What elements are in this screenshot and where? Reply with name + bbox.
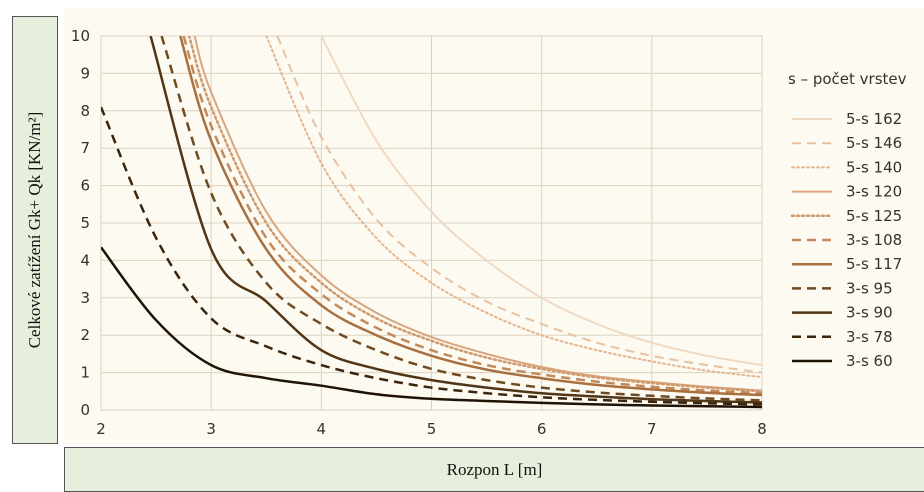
legend-label-3-s-60: 3-s 60 [846, 352, 893, 370]
y-tick-label: 7 [80, 139, 90, 157]
series-line-3-s-78 [101, 106, 762, 406]
series-line-5-s-117 [179, 36, 762, 397]
legend-title: s – počet vrstev [788, 70, 907, 88]
y-tick-label: 1 [80, 364, 90, 382]
legend-label-3-s-90: 3-s 90 [846, 304, 893, 322]
y-tick-label: 8 [80, 102, 90, 120]
y-axis-label-box: Celkové zatížení Gk+ Qk [KN/m²] [12, 16, 58, 444]
series-line-3-s-108 [182, 36, 762, 395]
legend-label-5-s-162: 5-s 162 [846, 110, 902, 128]
series-line-5-s-125 [187, 36, 762, 393]
x-axis-label: Rozpon L [m] [446, 459, 543, 479]
x-tick-label: 7 [647, 420, 657, 438]
series-line-3-s-90 [149, 36, 762, 404]
tick-labels: 2 3 4 5 6 7 8 0 1 2 3 4 5 6 7 8 9 10 [71, 27, 767, 438]
y-tick-label: 10 [71, 27, 90, 45]
y-tick-label: 5 [80, 214, 90, 232]
legend-label-5-s-146: 5-s 146 [846, 134, 902, 152]
legend-label-3-s-108: 3-s 108 [846, 231, 902, 249]
x-tick-label: 4 [317, 420, 327, 438]
x-tick-label: 6 [537, 420, 547, 438]
series-layer [101, 36, 762, 409]
y-tick-label: 6 [80, 177, 90, 195]
x-tick-label: 2 [96, 420, 106, 438]
series-line-5-s-146 [276, 36, 762, 374]
legend-label-5-s-125: 5-s 125 [846, 207, 902, 225]
line-chart: 2 3 4 5 6 7 8 0 1 2 3 4 5 6 7 8 9 10 s – počet vrstev 5-s… [64, 8, 924, 445]
x-tick-label: 3 [206, 420, 216, 438]
legend-label-5-s-140: 5-s 140 [846, 158, 902, 176]
x-tick-label: 8 [757, 420, 767, 438]
legend-label-3-s-78: 3-s 78 [846, 328, 893, 346]
y-tick-label: 4 [80, 251, 90, 269]
legend-label-5-s-117: 5-s 117 [846, 255, 902, 273]
x-tick-label: 5 [427, 420, 437, 438]
legend-label-3-s-120: 3-s 120 [846, 183, 902, 201]
legend-label-3-s-95: 3-s 95 [846, 279, 893, 297]
series-line-5-s-162 [320, 36, 762, 367]
y-tick-label: 0 [80, 401, 90, 419]
x-axis-label-box: Rozpon L [m] [64, 447, 924, 492]
series-line-3-s-95 [160, 36, 762, 402]
y-tick-label: 2 [80, 326, 90, 344]
y-tick-label: 3 [80, 289, 90, 307]
legend: s – počet vrstev 5-s 162 5-s 146 5-s 140 3-… [788, 70, 907, 370]
y-tick-label: 9 [80, 64, 90, 82]
series-line-3-s-60 [101, 246, 762, 409]
series-line-5-s-140 [265, 36, 762, 379]
grid [100, 35, 763, 411]
